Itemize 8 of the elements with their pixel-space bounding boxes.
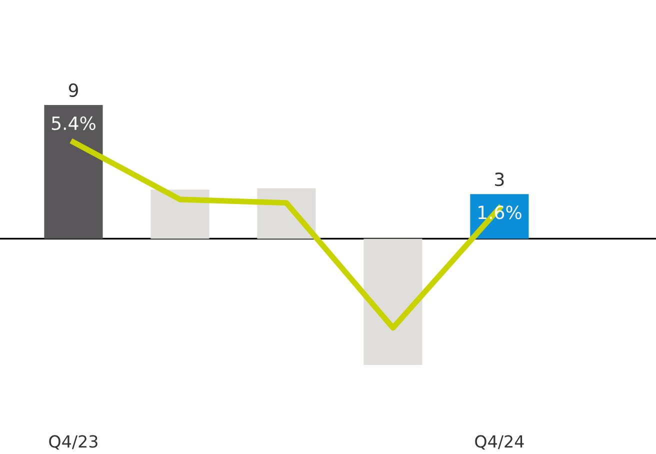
- bar: [44, 105, 103, 239]
- bar: [150, 190, 210, 239]
- data-label: 5.4%: [52, 116, 96, 130]
- data-label: 3: [495, 172, 504, 186]
- x-tick-label: Q4/24: [475, 435, 524, 450]
- data-label: 9: [68, 83, 78, 98]
- x-tick-label: Q4/23: [49, 435, 98, 450]
- bar: [364, 238, 422, 365]
